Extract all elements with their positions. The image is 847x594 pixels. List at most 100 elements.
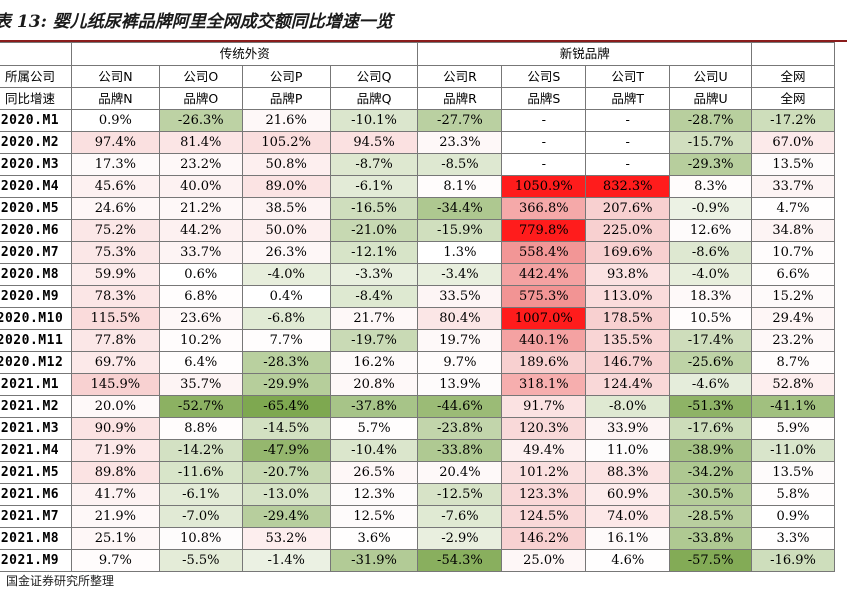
column-header-cell: 品牌U [669, 87, 753, 110]
value-cell: -11.0% [751, 439, 835, 462]
value-cell: -8.0% [585, 395, 671, 418]
value-cell: -0.9% [669, 197, 753, 220]
row-header-label: 所属公司 [0, 65, 72, 88]
value-cell: 5.8% [751, 483, 835, 506]
value-cell: -8.4% [329, 285, 419, 308]
value-cell: 53.2% [241, 527, 331, 550]
table-row: 2020.M8 59.9% 0.6% -4.0% -3.3% -3.4% 442.4% 93.… [0, 263, 835, 286]
row-label: 2021.M4 [0, 439, 72, 462]
value-cell: 59.9% [70, 263, 160, 286]
table-row: 2020.M9 78.3% 6.8% 0.4% -8.4% 33.5% 575.3% 113.… [0, 285, 835, 308]
table-row: 2021.M5 89.8% -11.6% -20.7% 26.5% 20.4% 101.2%… [0, 461, 835, 484]
value-cell: 3.3% [751, 527, 835, 550]
value-cell: 26.3% [241, 241, 331, 264]
value-cell: 0.9% [70, 109, 160, 132]
column-header-cell: 公司N [70, 65, 160, 88]
value-cell: 21.2% [158, 197, 243, 220]
value-cell: -26.3% [158, 109, 243, 132]
value-cell: 6.8% [158, 285, 243, 308]
value-cell: -8.5% [417, 153, 503, 176]
value-cell: 11.0% [585, 439, 671, 462]
value-cell: -8.7% [329, 153, 419, 176]
value-cell: -34.2% [669, 461, 753, 484]
value-cell: 4.6% [585, 549, 671, 572]
row-label: 2020.M4 [0, 175, 72, 198]
value-cell: -13.0% [241, 483, 331, 506]
table-row: 2020.M10 115.5% 23.6% -6.8% 21.7% 80.4% 1007.0… [0, 307, 835, 330]
value-cell: -14.5% [241, 417, 331, 440]
row-label: 2020.M9 [0, 285, 72, 308]
column-header-cell: 品牌R [417, 87, 503, 110]
row-label: 2021.M1 [0, 373, 72, 396]
value-cell: -54.3% [417, 549, 503, 572]
value-cell: -15.7% [669, 131, 753, 154]
value-cell: 40.0% [158, 175, 243, 198]
value-cell: - [585, 109, 671, 132]
value-cell: 81.4% [158, 131, 243, 154]
table-row: 2021.M4 71.9% -14.2% -47.9% -10.4% -33.8% 49.4… [0, 439, 835, 462]
value-cell: 21.7% [329, 307, 419, 330]
value-cell: - [501, 153, 587, 176]
value-cell: 34.8% [751, 219, 835, 242]
title-divider [0, 40, 847, 42]
value-cell: -44.6% [417, 395, 503, 418]
column-header-cell: 品牌Q [329, 87, 419, 110]
table-row: 2021.M9 9.7% -5.5% -1.4% -31.9% -54.3% 25.0% 4.… [0, 549, 835, 572]
value-cell: -3.4% [417, 263, 503, 286]
value-cell: 779.8% [501, 219, 587, 242]
value-cell: 225.0% [585, 219, 671, 242]
value-cell: 35.7% [158, 373, 243, 396]
value-cell: 33.7% [158, 241, 243, 264]
value-cell: 178.5% [585, 307, 671, 330]
value-cell: 33.7% [751, 175, 835, 198]
value-cell: 93.8% [585, 263, 671, 286]
table-body: 传统外资 新锐品牌 所属公司 公司N 公司O 公司P 公司Q 公司R 公司S 公司T 公司U 全网 同比… [0, 42, 835, 572]
value-cell: 12.3% [329, 483, 419, 506]
value-cell: -11.6% [158, 461, 243, 484]
value-cell: 16.2% [329, 351, 419, 374]
value-cell: 77.8% [70, 329, 160, 352]
value-cell: -29.9% [241, 373, 331, 396]
value-cell: -10.1% [329, 109, 419, 132]
column-header-row: 所属公司 公司N 公司O 公司P 公司Q 公司R 公司S 公司T 公司U 全网 [0, 65, 835, 88]
column-header-cell: 品牌O [158, 87, 243, 110]
growth-table: 传统外资 新锐品牌 所属公司 公司N 公司O 公司P 公司Q 公司R 公司S 公司T 公司U 全网 同比… [0, 42, 835, 572]
value-cell: -19.7% [329, 329, 419, 352]
table-row: 2020.M11 77.8% 10.2% 7.7% -19.7% 19.7% 440.1% 1… [0, 329, 835, 352]
value-cell: 80.4% [417, 307, 503, 330]
value-cell: -33.8% [669, 527, 753, 550]
value-cell: 29.4% [751, 307, 835, 330]
value-cell: -15.9% [417, 219, 503, 242]
value-cell: -31.9% [329, 549, 419, 572]
row-label: 2020.M5 [0, 197, 72, 220]
value-cell: 1050.9% [501, 175, 587, 198]
source-note: ：国金证券研究所整理 [0, 574, 115, 588]
value-cell: -28.7% [669, 109, 753, 132]
value-cell: 832.3% [585, 175, 671, 198]
value-cell: 50.0% [241, 219, 331, 242]
value-cell: 135.5% [585, 329, 671, 352]
value-cell: -12.1% [329, 241, 419, 264]
value-cell: 10.2% [158, 329, 243, 352]
value-cell: -47.9% [241, 439, 331, 462]
value-cell: -6.1% [158, 483, 243, 506]
value-cell: 13.5% [751, 153, 835, 176]
value-cell: - [585, 131, 671, 154]
value-cell: 20.4% [417, 461, 503, 484]
value-cell: 0.9% [751, 505, 835, 528]
value-cell: 558.4% [501, 241, 587, 264]
value-cell: 89.8% [70, 461, 160, 484]
value-cell: 8.1% [417, 175, 503, 198]
group-header-row: 传统外资 新锐品牌 [0, 42, 835, 66]
value-cell: -5.5% [158, 549, 243, 572]
value-cell: -27.7% [417, 109, 503, 132]
value-cell: 6.6% [751, 263, 835, 286]
value-cell: 41.7% [70, 483, 160, 506]
group-header-cell: 新锐品牌 [417, 42, 753, 66]
value-cell: 44.2% [158, 219, 243, 242]
column-header-cell: 公司P [241, 65, 331, 88]
value-cell: 8.7% [751, 351, 835, 374]
value-cell: 9.7% [417, 351, 503, 374]
value-cell: 67.0% [751, 131, 835, 154]
value-cell: -57.5% [669, 549, 753, 572]
